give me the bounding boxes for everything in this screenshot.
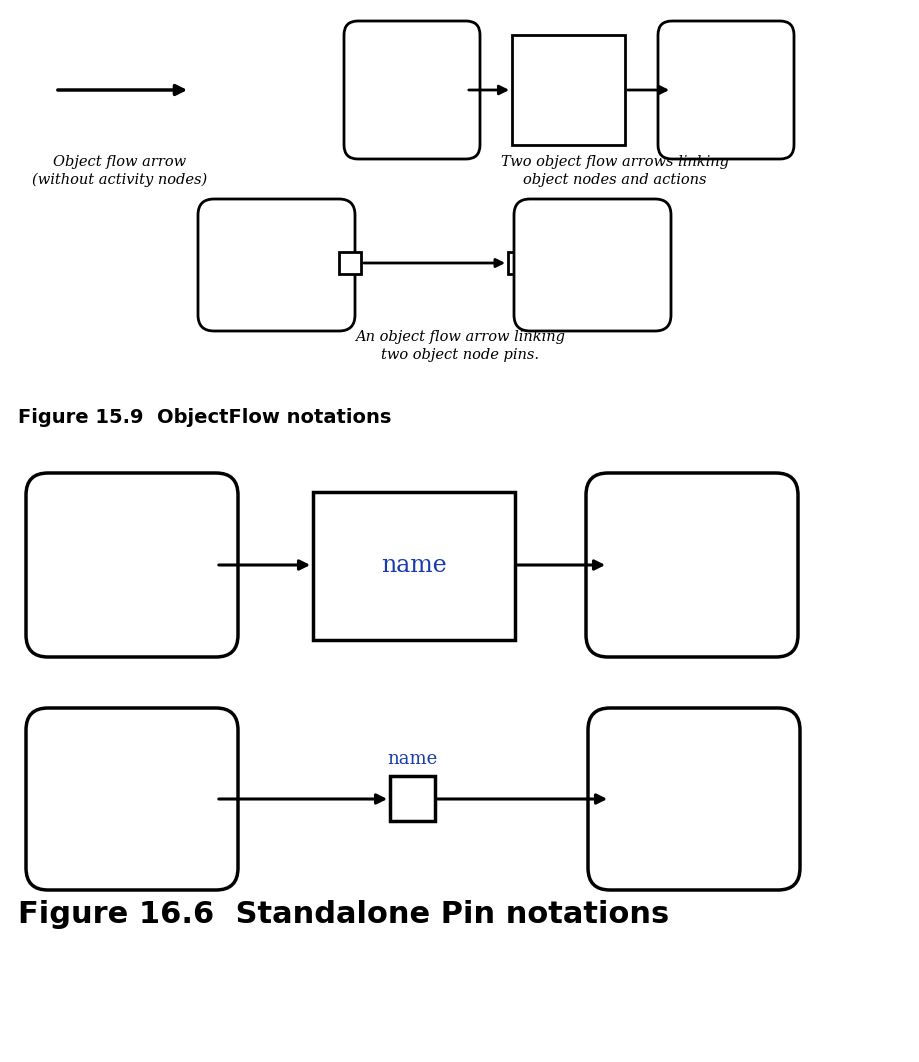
FancyBboxPatch shape — [657, 21, 793, 159]
Text: Object flow arrow: Object flow arrow — [53, 155, 187, 169]
Text: Figure 15.9  ObjectFlow notations: Figure 15.9 ObjectFlow notations — [18, 408, 391, 427]
Text: object nodes and actions: object nodes and actions — [523, 173, 706, 187]
Bar — [507, 252, 529, 274]
FancyBboxPatch shape — [514, 199, 670, 331]
FancyBboxPatch shape — [26, 473, 238, 657]
Text: name: name — [380, 554, 447, 578]
Text: (without activity nodes): (without activity nodes) — [32, 173, 208, 187]
Bar — [512, 35, 624, 145]
Text: Figure 16.6  Standalone Pin notations: Figure 16.6 Standalone Pin notations — [18, 900, 668, 929]
Text: name: name — [387, 750, 437, 768]
FancyBboxPatch shape — [344, 21, 480, 159]
FancyBboxPatch shape — [198, 199, 355, 331]
Text: An object flow arrow linking: An object flow arrow linking — [355, 330, 564, 344]
Bar — [338, 252, 360, 274]
Text: Two object flow arrows linking: Two object flow arrows linking — [501, 155, 728, 169]
FancyBboxPatch shape — [26, 708, 238, 890]
Text: two object node pins.: two object node pins. — [380, 348, 539, 362]
Bar — [390, 776, 435, 821]
FancyBboxPatch shape — [587, 708, 800, 890]
FancyBboxPatch shape — [585, 473, 797, 657]
Bar — [312, 492, 515, 640]
